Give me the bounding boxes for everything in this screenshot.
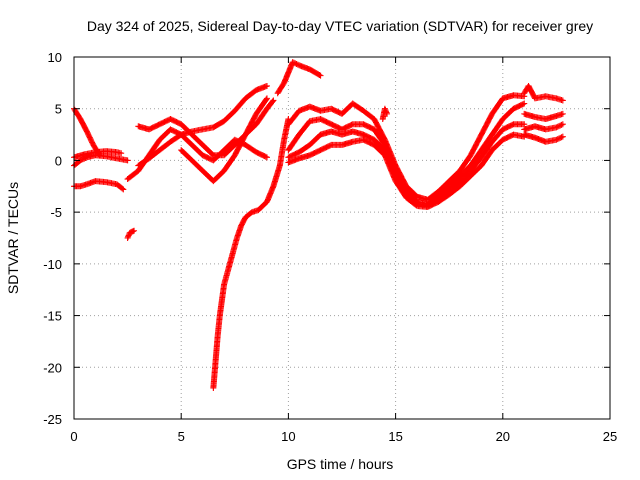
data-point	[558, 121, 565, 128]
data-point	[118, 150, 125, 157]
data-point	[521, 121, 528, 128]
y-tick-label: -15	[43, 309, 62, 324]
y-tick-labels: 10 5 0 -5 -10 -15 -20 -25	[43, 50, 62, 427]
series-track-21	[521, 82, 566, 104]
data-point	[263, 82, 270, 89]
x-tick-label: 25	[603, 429, 617, 444]
series-track-4	[71, 105, 103, 159]
data-point	[317, 72, 324, 79]
data-point	[553, 124, 560, 131]
data-point	[269, 98, 276, 105]
series-track-16	[379, 105, 391, 123]
data-point	[555, 135, 562, 142]
series-track-11	[274, 59, 324, 97]
series-track-9	[178, 95, 270, 185]
series-track-8	[135, 82, 270, 169]
data-point	[316, 71, 323, 78]
data-point	[557, 122, 564, 129]
data-point	[263, 95, 270, 102]
data-point	[559, 121, 566, 128]
data-point	[293, 61, 300, 68]
series-track-23	[521, 121, 566, 133]
x-axis-label: GPS time / hours	[287, 456, 394, 472]
series-track-5	[124, 227, 138, 241]
series-track-18	[435, 100, 528, 200]
data-point	[96, 151, 103, 158]
chart-title: Day 324 of 2025, Sidereal Day-to-day VTE…	[87, 18, 593, 34]
series-track-15	[285, 136, 442, 210]
data-point	[554, 123, 561, 130]
y-tick-label: 5	[55, 102, 62, 117]
y-tick-label: -20	[43, 360, 62, 375]
data-point	[555, 123, 562, 130]
data-points	[71, 59, 566, 391]
data-point	[520, 101, 527, 108]
y-tick-label: -5	[50, 205, 62, 220]
series-track-1	[71, 178, 127, 193]
data-point	[521, 100, 528, 107]
data-point	[554, 136, 561, 143]
data-point	[96, 152, 103, 159]
data-point	[553, 136, 560, 143]
series-track-17	[435, 92, 528, 195]
plot-frame	[73, 56, 611, 420]
data-point	[559, 110, 566, 117]
y-tick-label: -10	[43, 257, 62, 272]
data-point	[558, 134, 565, 141]
axis-ticks	[73, 56, 611, 420]
data-point	[290, 59, 297, 66]
y-tick-label: -25	[43, 412, 62, 427]
data-point	[262, 153, 269, 160]
series-track-13	[285, 116, 442, 207]
data-point	[119, 185, 126, 192]
y-axis-label: SDTVAR / TECUs	[5, 182, 21, 294]
x-tick-label: 10	[281, 429, 295, 444]
data-point	[292, 60, 299, 67]
x-tick-label: 20	[496, 429, 510, 444]
y-tick-label: 0	[55, 153, 62, 168]
series-track-12	[285, 100, 442, 203]
y-tick-label: 10	[48, 50, 62, 65]
data-point	[81, 155, 88, 162]
data-point	[80, 156, 87, 163]
data-point	[263, 96, 270, 103]
series-track-22	[521, 110, 566, 123]
series-track-24	[521, 131, 566, 145]
data-point	[120, 186, 127, 193]
series-track-20	[435, 131, 528, 205]
data-point	[270, 97, 277, 104]
x-tick-label: 0	[70, 429, 77, 444]
x-tick-label: 5	[178, 429, 185, 444]
x-tick-label: 15	[388, 429, 402, 444]
data-point	[131, 227, 138, 234]
series-track-19	[435, 121, 528, 203]
data-point	[124, 157, 131, 164]
data-point	[78, 156, 85, 163]
data-point	[289, 59, 296, 66]
series-track-10	[210, 116, 292, 391]
data-point	[263, 154, 270, 161]
data-point	[559, 133, 566, 140]
data-point	[559, 97, 566, 104]
x-tick-labels: 0 5 10 15 20 25	[70, 429, 617, 444]
data-point	[384, 110, 391, 117]
data-point	[557, 134, 564, 141]
